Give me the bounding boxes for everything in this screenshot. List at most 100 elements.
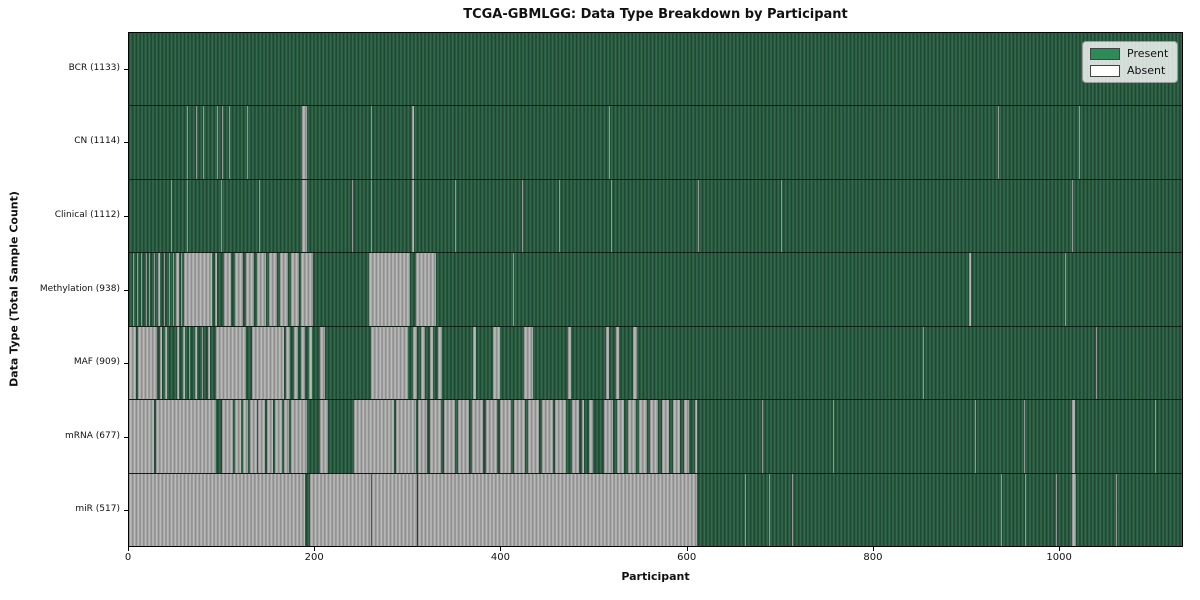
absent-segment [493,326,500,400]
absent-segment [165,326,168,400]
y-tick-mark [124,363,128,365]
legend-swatch-absent [1090,64,1120,77]
absent-segment [457,400,469,473]
chart-title: TCGA-GBMLGG: Data Type Breakdown by Part… [463,7,848,22]
absent-segment [429,326,434,400]
y-tick-mark [124,289,128,291]
absent-segment [588,400,593,473]
absent-segment [309,473,372,546]
absent-segment [137,253,139,326]
y-tick-label-mir: miR (517) [75,504,120,515]
absent-segment [183,326,185,400]
y-tick-label-cn: CN (1114) [74,136,120,147]
absent-segment [417,473,697,546]
absent-segment [1072,473,1076,546]
absent-segment [196,106,197,179]
absent-segment [616,400,625,473]
legend-swatch-present [1090,47,1120,60]
absent-segment [512,253,514,326]
absent-segment [242,400,249,473]
row-mir [129,473,1182,546]
absent-segment [186,179,188,253]
y-tick-mark [124,68,128,70]
absent-segment [188,326,191,400]
absent-segment [615,326,619,400]
absent-segment [1001,473,1003,546]
absent-segment [485,400,497,473]
absent-segment [1056,473,1058,546]
absent-segment [1072,179,1074,253]
absent-segment [251,326,284,400]
absent-segment [521,179,523,253]
absent-segment [527,400,539,473]
absent-segment [138,326,157,400]
absent-segment [291,400,307,473]
y-tick-mark [124,142,128,144]
absent-segment [762,400,764,473]
x-tick-mark [314,547,316,551]
plot-area [128,32,1183,547]
absent-segment [308,326,313,400]
absent-segment [745,473,747,546]
absent-segment [214,253,218,326]
y-tick-label-methylation: Methylation (938) [39,283,120,294]
absent-segment [968,253,971,326]
absent-segment [371,179,373,253]
absent-segment [352,179,354,253]
absent-segment [997,106,999,179]
absent-segment [279,253,289,326]
absent-segment [415,253,437,326]
legend-label-absent: Absent [1127,64,1166,77]
absent-segment [628,400,636,473]
absent-segment [661,400,670,473]
absent-segment [217,106,219,179]
absent-segment [223,253,232,326]
absent-segment [186,106,188,179]
absent-segment [371,326,409,400]
absent-segment [181,253,183,326]
absent-segment [695,400,697,473]
absent-segment [413,326,417,400]
absent-segment [975,400,977,473]
row-methylation [129,253,1182,327]
absent-segment [371,106,373,179]
absent-segment [159,326,162,400]
absent-segment [183,253,212,326]
absent-segment [559,179,561,253]
absent-segment [1023,400,1025,473]
x-tick-mark [686,547,688,551]
absent-segment [201,326,204,400]
absent-segment [372,473,417,546]
absent-segment [412,179,414,253]
absent-segment [603,400,614,473]
absent-segment [454,179,456,253]
absent-segment [266,400,274,473]
absent-segment [164,253,166,326]
legend-label-present: Present [1127,47,1169,60]
absent-segment [632,326,638,400]
absent-segment [286,326,291,400]
absent-segment [301,326,305,400]
absent-segment [175,253,180,326]
absent-segment [221,179,223,253]
y-tick-label-bcr: BCR (1133) [68,62,120,73]
absent-segment [154,253,156,326]
absent-segment [832,400,834,473]
x-tick-label: 0 [124,552,132,563]
absent-segment [417,400,427,473]
absent-segment [605,326,610,400]
absent-segment [780,179,782,253]
absent-segment [1155,400,1157,473]
absent-segment [369,253,411,326]
absent-segment [611,179,613,253]
y-tick-mark [124,510,128,512]
legend-item-present: Present [1090,47,1168,60]
absent-segment [650,400,658,473]
absent-segment [429,400,441,473]
absent-segment [257,253,266,326]
absent-segment [1024,473,1026,546]
absent-segment [443,400,455,473]
absent-segment [291,253,300,326]
row-mrna [129,400,1182,474]
absent-segment [302,106,307,179]
